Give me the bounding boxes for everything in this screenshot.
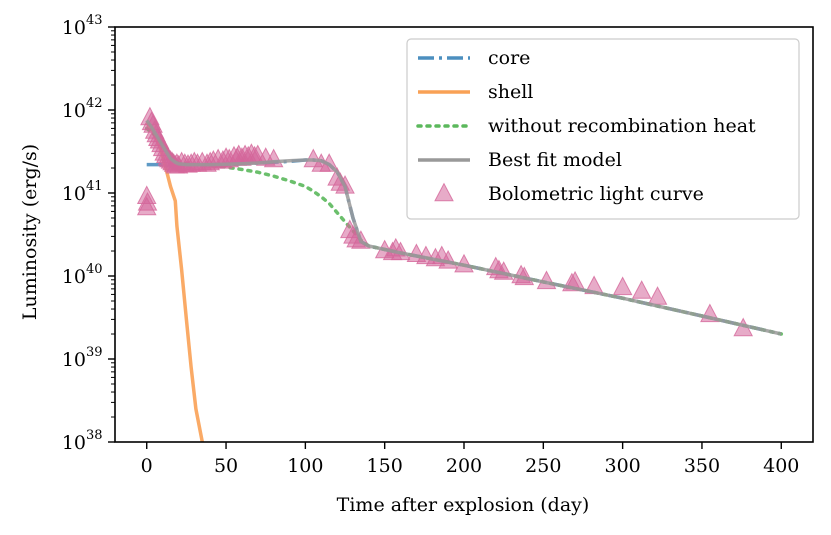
x-tick-label: 400 [763,455,799,477]
x-tick-label: 300 [605,455,641,477]
scatter-point [631,280,652,299]
y-tick-exponent: 39 [86,345,103,360]
y-tick-label: 10 [62,349,86,371]
scatter-point [137,191,158,211]
y-tick-label: 10 [62,183,86,205]
x-tick-label: 150 [367,455,403,477]
y-tick-exponent: 40 [86,262,103,277]
legend-box [406,38,800,220]
legend-label: Best fit model [488,149,622,171]
scatter-point [612,276,633,296]
y-axis-label: Luminosity (erg/s) [19,144,41,320]
legend-label: Bolometric light curve [488,183,704,205]
series-line-best-fit-model [145,119,782,336]
y-tick-exponent: 41 [86,179,103,194]
x-tick-label: 200 [446,455,482,477]
y-tick-exponent: 43 [86,13,103,28]
x-tick-label: 350 [684,455,720,477]
y-tick-label: 10 [62,266,86,288]
legend-label: core [488,47,530,69]
x-tick-label: 100 [287,455,323,477]
y-tick-label: 10 [62,17,86,39]
y-tick-label: 10 [62,100,86,122]
legend: core shell without recombination heat Best … [406,38,800,220]
y-tick-label: 10 [62,432,86,454]
plot-area [136,106,784,442]
x-tick-label: 50 [214,455,238,477]
legend-swatch-marker [434,182,454,202]
x-tick-label: 0 [141,455,153,477]
legend-label: shell [488,81,533,103]
y-tick-exponent: 38 [86,428,103,443]
y-tick-exponent: 42 [86,96,103,111]
legend-label: without recombination heat [488,115,756,137]
scatter-point [647,286,668,305]
x-tick-label: 250 [525,455,561,477]
plot-clip-group [136,106,784,442]
x-axis-label: Time after explosion (day) [337,494,590,516]
